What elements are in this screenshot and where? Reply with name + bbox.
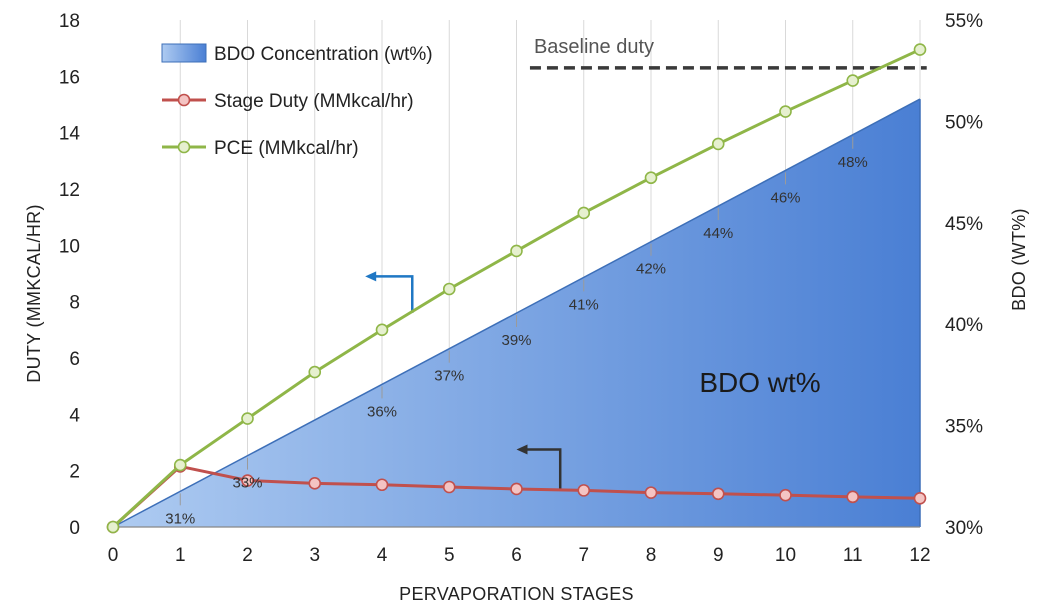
series-1-point [442,480,456,494]
axes: 0 1 2 3 4 5 6 7 8 9 10 11 1202468101214161830%35%40%… [24,11,1029,604]
series-2-point [106,520,120,534]
y2-tick-label: 45% [945,214,983,235]
series-2-point [241,412,254,425]
y-tick-label: 6 [69,349,80,370]
data-labels: BDO wt% 31% 33% 36% 37% 39% 41% 42% 44% 46% 48% [165,136,868,527]
y2-axis-title: BDO (WT%) [1009,208,1029,311]
y2-tick-label: 30% [945,518,983,539]
series-2-point [711,137,725,151]
axis-arrow-shaft-1 [526,448,562,489]
legend-swatch-bdo [161,43,207,63]
x-tick-label: 3 [309,545,320,566]
series-2-point [308,365,322,379]
bdo-area-edge [112,98,921,528]
series-2-point [846,74,860,87]
bdo-data-label: 41% [569,296,599,313]
series-2-point [375,323,389,337]
y-tick-label: 0 [69,518,80,539]
bdo-data-label: 46% [770,189,800,206]
y-tick-label: 16 [59,67,80,88]
series-1-point [577,484,591,497]
series-1-point [375,478,389,492]
x-tick-label: 8 [646,545,657,566]
series-2-point [644,171,658,185]
y2-tick-label: 50% [945,112,983,133]
x-tick-label: 12 [909,545,930,566]
y-tick-label: 2 [69,462,80,483]
series-1-point [779,488,792,502]
x-tick-label: 11 [843,545,863,566]
axis-arrows [365,271,562,489]
series-2-point [913,43,927,56]
series-1-point [241,474,254,487]
line-series [106,43,927,534]
x-tick-label: 2 [242,545,253,566]
x-axis-title: PERVAPORATION STAGES [399,584,634,604]
bdo-data-label: 36% [367,403,397,420]
x-tick-label: 7 [578,545,589,566]
x-tick-label: 10 [775,545,796,566]
series-2-point [779,105,792,118]
bdo-area-label: BDO wt% [699,367,820,398]
series-2-point [510,244,523,258]
x-tick-label: 1 [175,545,186,566]
legend-label-1: Stage Duty (MMkcal/hr) [214,91,414,112]
series-1-point [644,486,658,499]
bdo-data-label: 37% [434,368,464,385]
y2-tick-label: 55% [945,11,983,32]
y2-tick-label: 40% [945,315,983,336]
y-tick-label: 10 [59,236,80,257]
y-tick-label: 4 [69,405,80,426]
x-tick-label: 4 [377,545,388,566]
bdo-data-label: 33% [232,475,262,492]
series-2-point [173,458,187,472]
baseline-annotation: Baseline duty [529,36,927,70]
series-1-point [308,477,322,490]
x-tick-label: 0 [108,545,119,566]
bdo-data-label: 31% [165,510,195,527]
axis-arrow-shaft-0 [375,275,414,313]
series-1-point [846,490,860,504]
y2-tick-label: 35% [945,417,983,438]
bdo-data-label: 48% [838,154,868,171]
y-axis-title: DUTY (MMKCAL/HR) [24,204,44,382]
series-1-point [913,491,927,505]
baseline-duty-label: Baseline duty [534,36,654,58]
series-1-point [711,487,725,501]
x-tick-label: 9 [713,545,724,566]
x-tick-label: 6 [511,545,522,566]
y-tick-label: 12 [59,180,80,201]
x-tick-label: 5 [444,545,455,566]
bdo-data-label: 44% [703,225,733,242]
series-1-point [510,482,523,496]
y-tick-label: 18 [59,11,80,32]
bdo-data-label: 39% [501,332,531,349]
series-2-point [442,282,456,296]
legend-label-2: PCE (MMkcal/hr) [214,138,359,159]
legend-label-bdo: BDO Concentration (wt%) [214,44,433,65]
bdo-data-label: 42% [636,261,666,278]
legend-marker-1 [177,93,191,107]
axis-arrow-head-0 [365,271,377,282]
y-tick-label: 8 [69,293,80,314]
legend-marker-2 [177,140,191,154]
axis-arrow-head-1 [516,444,528,455]
legend: BDO Concentration (wt%) Stage Duty (MMkca… [161,43,433,159]
y-tick-label: 14 [59,124,81,145]
bdo-area-series [112,98,921,528]
series-2-point [577,206,591,220]
